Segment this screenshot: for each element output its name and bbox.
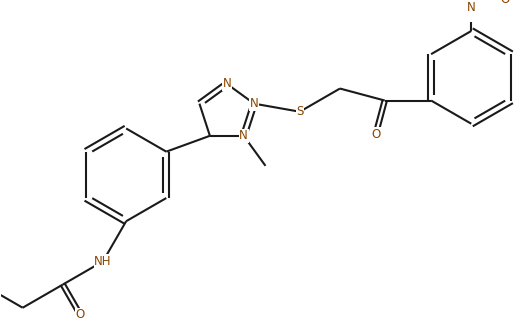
Text: O: O (371, 128, 380, 141)
Text: N: N (239, 129, 248, 142)
Text: N: N (222, 77, 231, 90)
Text: N: N (467, 1, 476, 14)
Text: N: N (250, 97, 258, 110)
Text: S: S (296, 105, 303, 118)
Text: NH: NH (94, 255, 111, 268)
Text: O•: O• (500, 0, 516, 6)
Text: O: O (76, 308, 85, 321)
